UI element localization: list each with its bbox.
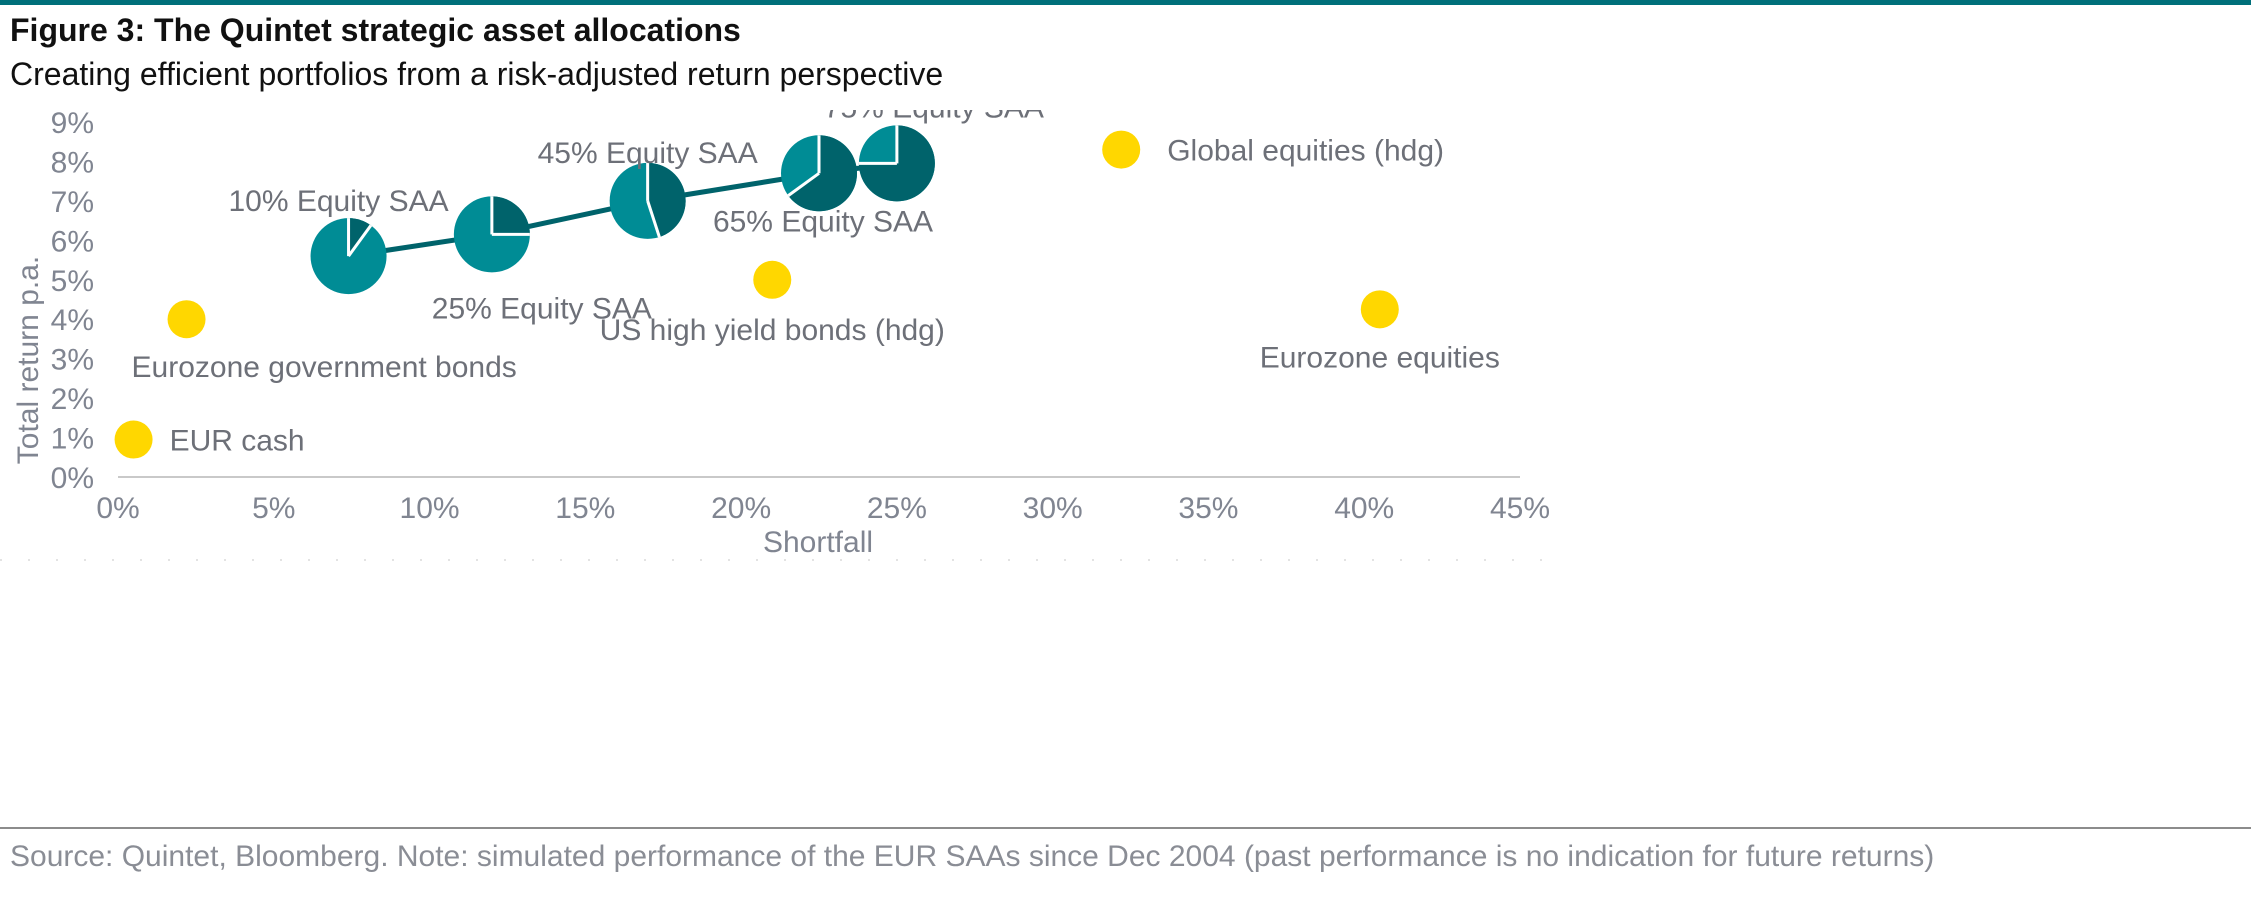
y-tick-label: 0%	[51, 462, 94, 495]
saa-pie	[781, 135, 857, 212]
x-tick-label: 10%	[400, 492, 460, 525]
y-tick-label: 7%	[51, 186, 94, 219]
saa-pie	[609, 162, 686, 239]
asset-point	[114, 420, 153, 459]
asset-point	[167, 300, 206, 339]
x-tick-label: 20%	[711, 492, 771, 525]
point-labels: EUR cash Eurozone government bonds US high…	[132, 110, 1500, 458]
y-tick-label: 4%	[51, 304, 94, 337]
pie-equity-slice	[491, 196, 530, 235]
x-tick-label: 5%	[252, 492, 295, 525]
x-tick-label: 45%	[1490, 492, 1550, 525]
x-axis-title: Shortfall	[763, 526, 873, 559]
x-tick-label: 0%	[96, 492, 139, 525]
asset-label: EUR cash	[170, 425, 305, 458]
pie-equity-slice	[647, 162, 686, 238]
saa-pie	[310, 218, 387, 295]
top-rule	[0, 0, 2251, 5]
y-tick-label: 1%	[51, 423, 94, 456]
y-tick-label: 6%	[51, 225, 94, 258]
asset-point	[1102, 130, 1141, 169]
saa-label: 25% Equity SAA	[432, 292, 652, 325]
y-tick-label: 2%	[51, 383, 94, 416]
y-tick-label: 8%	[51, 146, 94, 179]
saa-label: 45% Equity SAA	[538, 137, 758, 170]
asset-point	[753, 260, 792, 299]
x-tick-label: 25%	[867, 492, 927, 525]
y-tick-label: 3%	[51, 344, 94, 377]
pie-separator	[347, 224, 373, 257]
axis-ticks: 0% 1% 2% 3% 4% 5% 6% 7% 8% 9% 0% 5% 10% 15% 20% 25% 30% 3…	[51, 110, 1550, 525]
saa-pie	[453, 196, 530, 273]
y-tick-label: 5%	[51, 265, 94, 298]
asset-label: Eurozone equities	[1260, 341, 1500, 374]
x-tick-label: 30%	[1023, 492, 1083, 525]
asset-label: Eurozone government bonds	[132, 351, 517, 384]
pie-separator	[787, 172, 820, 197]
figure-title: Figure 3: The Quintet strategic asset al…	[10, 12, 741, 48]
x-tick-label: 15%	[555, 492, 615, 525]
saa-pie	[858, 125, 935, 202]
source-note: Source: Quintet, Bloomberg. Note: simula…	[10, 840, 1935, 873]
data-points	[114, 125, 1399, 459]
bottom-rule	[0, 827, 2251, 829]
x-tick-label: 35%	[1178, 492, 1238, 525]
y-axis-title: Total return p.a.	[12, 256, 45, 464]
asset-point	[1360, 290, 1399, 329]
pie-separator	[646, 200, 661, 238]
saa-label: 75% Equity SAA	[824, 110, 1044, 124]
pie-equity-slice	[788, 135, 857, 212]
figure-subtitle: Creating efficient portfolios from a ris…	[10, 56, 944, 92]
asset-label: Global equities (hdg)	[1167, 135, 1444, 168]
y-tick-label: 9%	[51, 110, 94, 140]
asset-label: US high yield bonds (hdg)	[600, 314, 945, 347]
x-tick-label: 40%	[1334, 492, 1394, 525]
saa-label: 65% Equity SAA	[713, 205, 933, 238]
scatter-chart: Total return p.a. Shortfall 0% 1% 2% 3% 4% 5%…	[0, 110, 1566, 561]
saa-label: 10% Equity SAA	[228, 185, 448, 218]
